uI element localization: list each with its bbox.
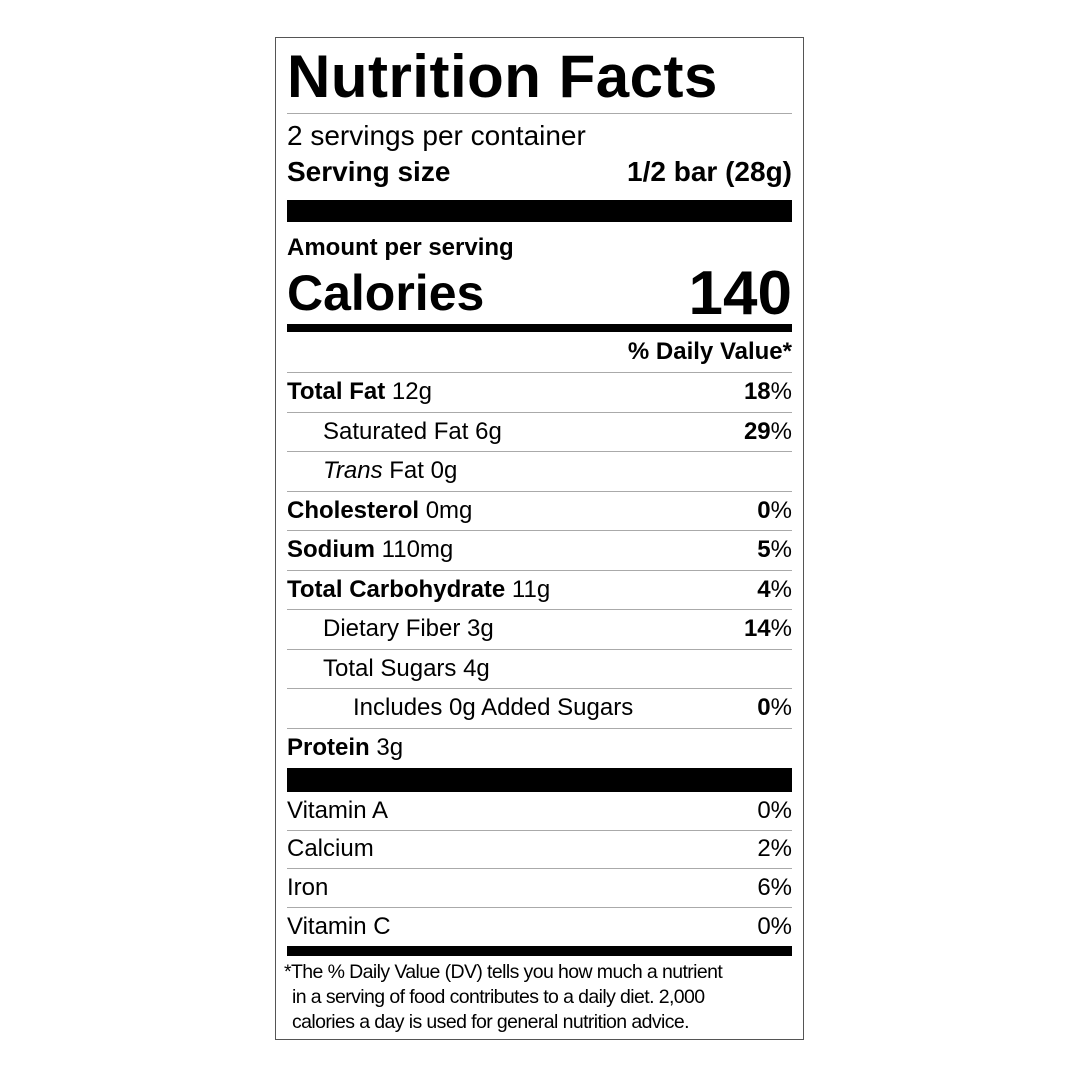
nutrient-row: Protein 3g [287,729,792,769]
nutrient-name: Sodium 110mg [287,536,453,564]
nutrient-row: Total Sugars 4g [287,650,792,689]
vitamin-row: Vitamin A 0% [287,792,792,831]
nutrition-facts-label: Nutrition Facts 2 servings per container… [275,37,804,1040]
vitamin-daily-value: 0% [757,912,792,940]
nutrient-row: Sodium 110mg 5% [287,531,792,571]
nutrient-label: Saturated Fat [323,417,469,445]
nutrient-name: Cholesterol 0mg [287,497,472,525]
nutrient-name: Total Carbohydrate 11g [287,576,550,604]
divider-medium [287,324,792,332]
nutrient-name: Total Sugars 4g [323,655,490,683]
nutrient-label: Includes 0g Added Sugars [353,694,634,722]
vitamin-daily-value: 6% [757,873,792,901]
nutrient-amount: 6g [475,417,502,445]
nutrient-name: Trans Fat 0g [323,457,457,485]
vitamin-row: Vitamin C 0% [287,908,792,947]
serving-size-label: Serving size [287,156,451,187]
nutrient-row: Trans Fat 0g [287,452,792,492]
nutrient-label: Total Sugars [323,654,457,682]
nutrient-row: Cholesterol 0mg 0% [287,492,792,531]
vitamin-row: Iron 6% [287,869,792,908]
amount-per-serving: Amount per serving [287,234,514,261]
vitamin-name: Calcium [287,835,374,863]
vitamin-name: Vitamin C [287,912,391,940]
nutrient-daily-value: 4% [757,575,792,603]
nutrient-daily-value: 14% [743,615,792,643]
vitamin-name: Iron [287,873,329,901]
nutrient-name: Total Fat 12g [287,378,432,406]
nutrient-list: Total Fat 12g 18% Saturated Fat 6g 29% Trans… [287,373,792,768]
nutrient-label: Cholesterol [287,496,420,524]
divider-thick [287,200,792,222]
serving-size-row: Serving size 1/2 bar (28g) [287,152,792,192]
nutrient-row: Total Fat 12g 18% [287,373,792,413]
nutrient-name: Includes 0g Added Sugars [353,694,633,722]
nutrient-daily-value: 0% [757,496,792,524]
nutrient-row: Dietary Fiber 3g 14% [287,610,792,650]
vitamin-list: Vitamin A 0% Calcium 2% Iron 6% Vitamin C 0% [287,792,792,946]
daily-value-header: % Daily Value* [287,332,792,373]
nutrient-label: Dietary Fiber [323,615,461,643]
footnote-line: calories a day is used for general nutri… [292,1011,690,1033]
nutrient-amount: 0g [430,457,458,485]
nutrient-label: Sodium [287,536,375,564]
divider-thick [287,768,792,792]
nutrient-amount: 4g [463,654,490,682]
nutrient-amount: 0mg [425,496,473,524]
serving-size-value: 1/2 bar (28g) [627,156,792,187]
nutrient-label: Protein [287,734,370,762]
vitamin-row: Calcium 2% [287,831,792,869]
footnote: *The % Daily Value (DV) tells you how mu… [284,960,796,1035]
nutrient-label: Total Carbohydrate [287,575,506,603]
nutrient-daily-value: 0% [757,694,792,722]
footnote-line: in a serving of food contributes to a da… [292,986,705,1008]
nutrient-name-italic: Trans [323,457,383,485]
nutrient-row: Total Carbohydrate 11g 4% [287,571,792,610]
vitamin-daily-value: 0% [757,796,792,824]
calories-row: Calories 140 [287,259,792,328]
vitamin-name: Vitamin A [287,796,388,824]
label-title: Nutrition Facts [287,41,792,114]
nutrient-amount: 110mg [381,536,454,564]
nutrient-label: Fat [389,457,424,485]
nutrient-label: Total Fat [287,378,386,406]
nutrient-name: Protein 3g [287,734,403,762]
nutrient-amount: 11g [511,575,551,603]
nutrient-name: Dietary Fiber 3g [323,615,494,643]
nutrient-row: Saturated Fat 6g 29% [287,413,792,452]
nutrient-daily-value: 5% [757,536,792,564]
calories-value: 140 [688,258,792,328]
nutrient-amount: 12g [391,378,432,406]
footnote-line: *The % Daily Value (DV) tells you how mu… [284,961,723,983]
calories-label: Calories [287,265,485,321]
nutrient-amount: 3g [376,734,404,762]
divider-end [287,946,792,956]
servings-per-container: 2 servings per container [287,120,586,151]
nutrient-amount: 3g [467,615,494,643]
nutrient-daily-value: 29% [743,417,792,445]
nutrient-name: Saturated Fat 6g [323,418,502,446]
nutrient-daily-value: 18% [743,378,792,406]
vitamin-daily-value: 2% [757,835,792,863]
nutrient-row: Includes 0g Added Sugars 0% [287,689,792,729]
